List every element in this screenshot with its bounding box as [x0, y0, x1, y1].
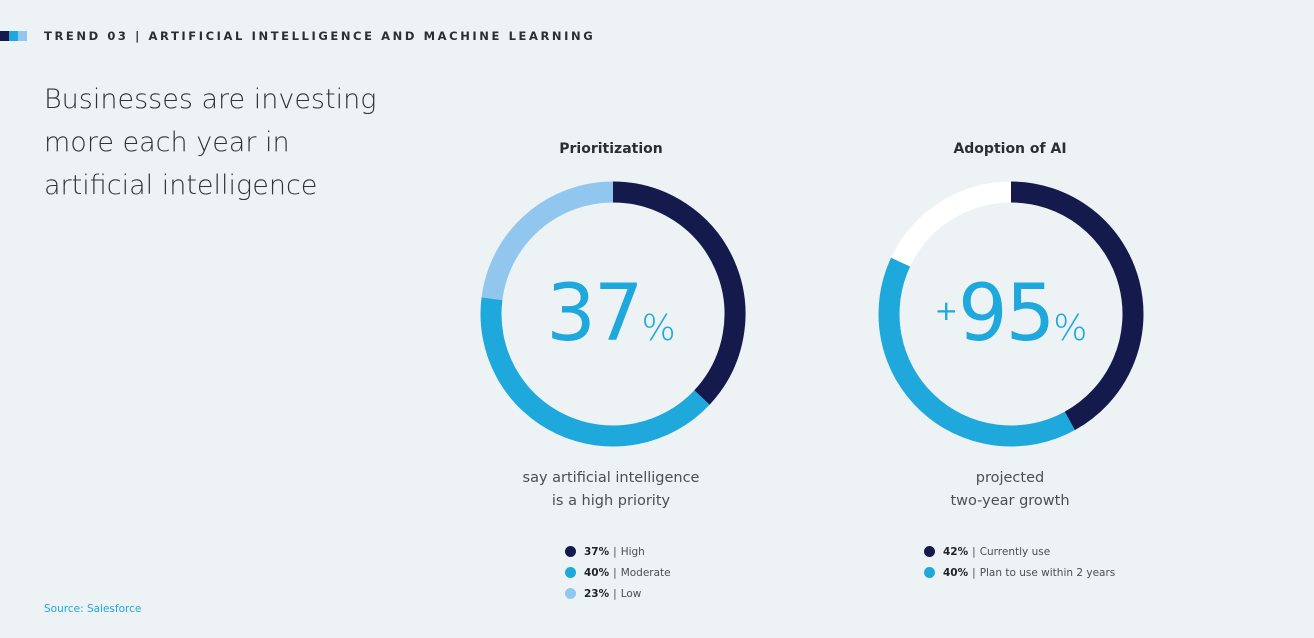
legend-label: Low	[620, 587, 642, 600]
legend-dot	[924, 567, 935, 578]
legend-dot	[565, 546, 576, 557]
legend-separator: |	[613, 545, 617, 558]
donut-segment-plan-to-use-within-2-years	[878, 257, 1075, 447]
headline-line: artificial intelligence	[44, 170, 318, 201]
legend-value: 42%	[943, 545, 969, 558]
caption-line: is a high priority	[551, 493, 671, 509]
legend-item: 40% | Plan to use within 2 years	[924, 562, 1115, 583]
big-stat-prioritization: 37%	[511, 269, 711, 359]
legend-adoption: 42% | Currently use 40% | Plan to use wi…	[924, 541, 1115, 583]
donut-segment-low	[481, 181, 614, 301]
chart-title-prioritization: Prioritization	[559, 141, 663, 157]
headline: Businesses are investing more each year …	[44, 78, 424, 207]
legend-label: Currently use	[979, 545, 1051, 558]
headline-line: Businesses are investing	[44, 84, 377, 115]
legend-separator: |	[613, 566, 617, 579]
legend-value: 40%	[943, 566, 969, 579]
legend-prioritization: 37% | High 40% | Moderate 23% | Low	[565, 541, 671, 604]
legend-separator: |	[613, 587, 617, 600]
legend-value: 40%	[584, 566, 610, 579]
big-stat-suffix: %	[641, 308, 676, 349]
caption-line: say artificial intelligence	[522, 470, 700, 486]
legend-item: 42% | Currently use	[924, 541, 1115, 562]
donut-segment-currently-use	[1010, 181, 1144, 431]
source-note: Source: Salesforce	[44, 603, 142, 615]
trend-label: TREND 03 | ARTIFICIAL INTELLIGENCE AND M…	[44, 29, 596, 43]
big-stat-number: 37	[546, 269, 643, 359]
trend-bar-segment-light	[18, 31, 27, 41]
big-stat-number: 95	[957, 269, 1055, 359]
legend-item: 37% | High	[565, 541, 671, 562]
chart-title-adoption: Adoption of AI	[953, 141, 1067, 157]
donut-chart-prioritization	[480, 181, 746, 447]
legend-value: 37%	[584, 545, 610, 558]
caption-adoption: projected two-year growth	[860, 467, 1160, 513]
headline-line: more each year in	[44, 127, 290, 158]
legend-label: High	[620, 545, 645, 558]
donut-segment-high	[612, 181, 746, 405]
legend-separator: |	[972, 545, 976, 558]
legend-label: Plan to use within 2 years	[979, 566, 1116, 579]
caption-line: two-year growth	[950, 493, 1070, 509]
donut-chart-adoption	[878, 181, 1144, 447]
legend-dot	[565, 567, 576, 578]
donut-segment-moderate	[480, 297, 710, 447]
donut-segment-remainder	[891, 181, 1012, 267]
legend-item: 23% | Low	[565, 583, 671, 604]
caption-line: projected	[975, 470, 1045, 486]
trend-bar-segment-blue	[9, 31, 18, 41]
legend-label: Moderate	[620, 566, 671, 579]
legend-item: 40% | Moderate	[565, 562, 671, 583]
caption-prioritization: say artificial intelligence is a high pr…	[461, 467, 761, 513]
trend-bar-segment-dark	[0, 31, 9, 41]
trend-color-bar	[0, 31, 27, 41]
legend-value: 23%	[584, 587, 610, 600]
legend-separator: |	[972, 566, 976, 579]
legend-dot	[565, 588, 576, 599]
big-stat-suffix: %	[1053, 308, 1088, 349]
legend-dot	[924, 546, 935, 557]
big-stat-adoption: +95%	[896, 269, 1126, 359]
big-stat-prefix: +	[934, 294, 958, 327]
